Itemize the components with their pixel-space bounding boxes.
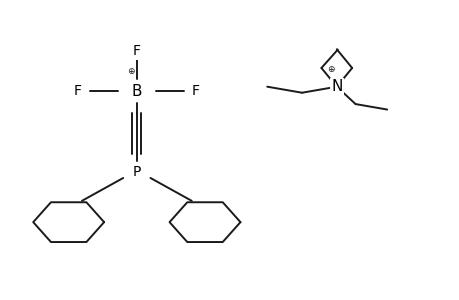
Text: F: F [191, 84, 200, 98]
Text: ⊕: ⊕ [127, 68, 134, 76]
Text: ⊕: ⊕ [326, 64, 333, 74]
Text: N: N [330, 79, 342, 94]
Text: B: B [131, 84, 142, 99]
Text: P: P [132, 165, 141, 179]
Text: F: F [133, 44, 140, 58]
Text: F: F [73, 84, 82, 98]
